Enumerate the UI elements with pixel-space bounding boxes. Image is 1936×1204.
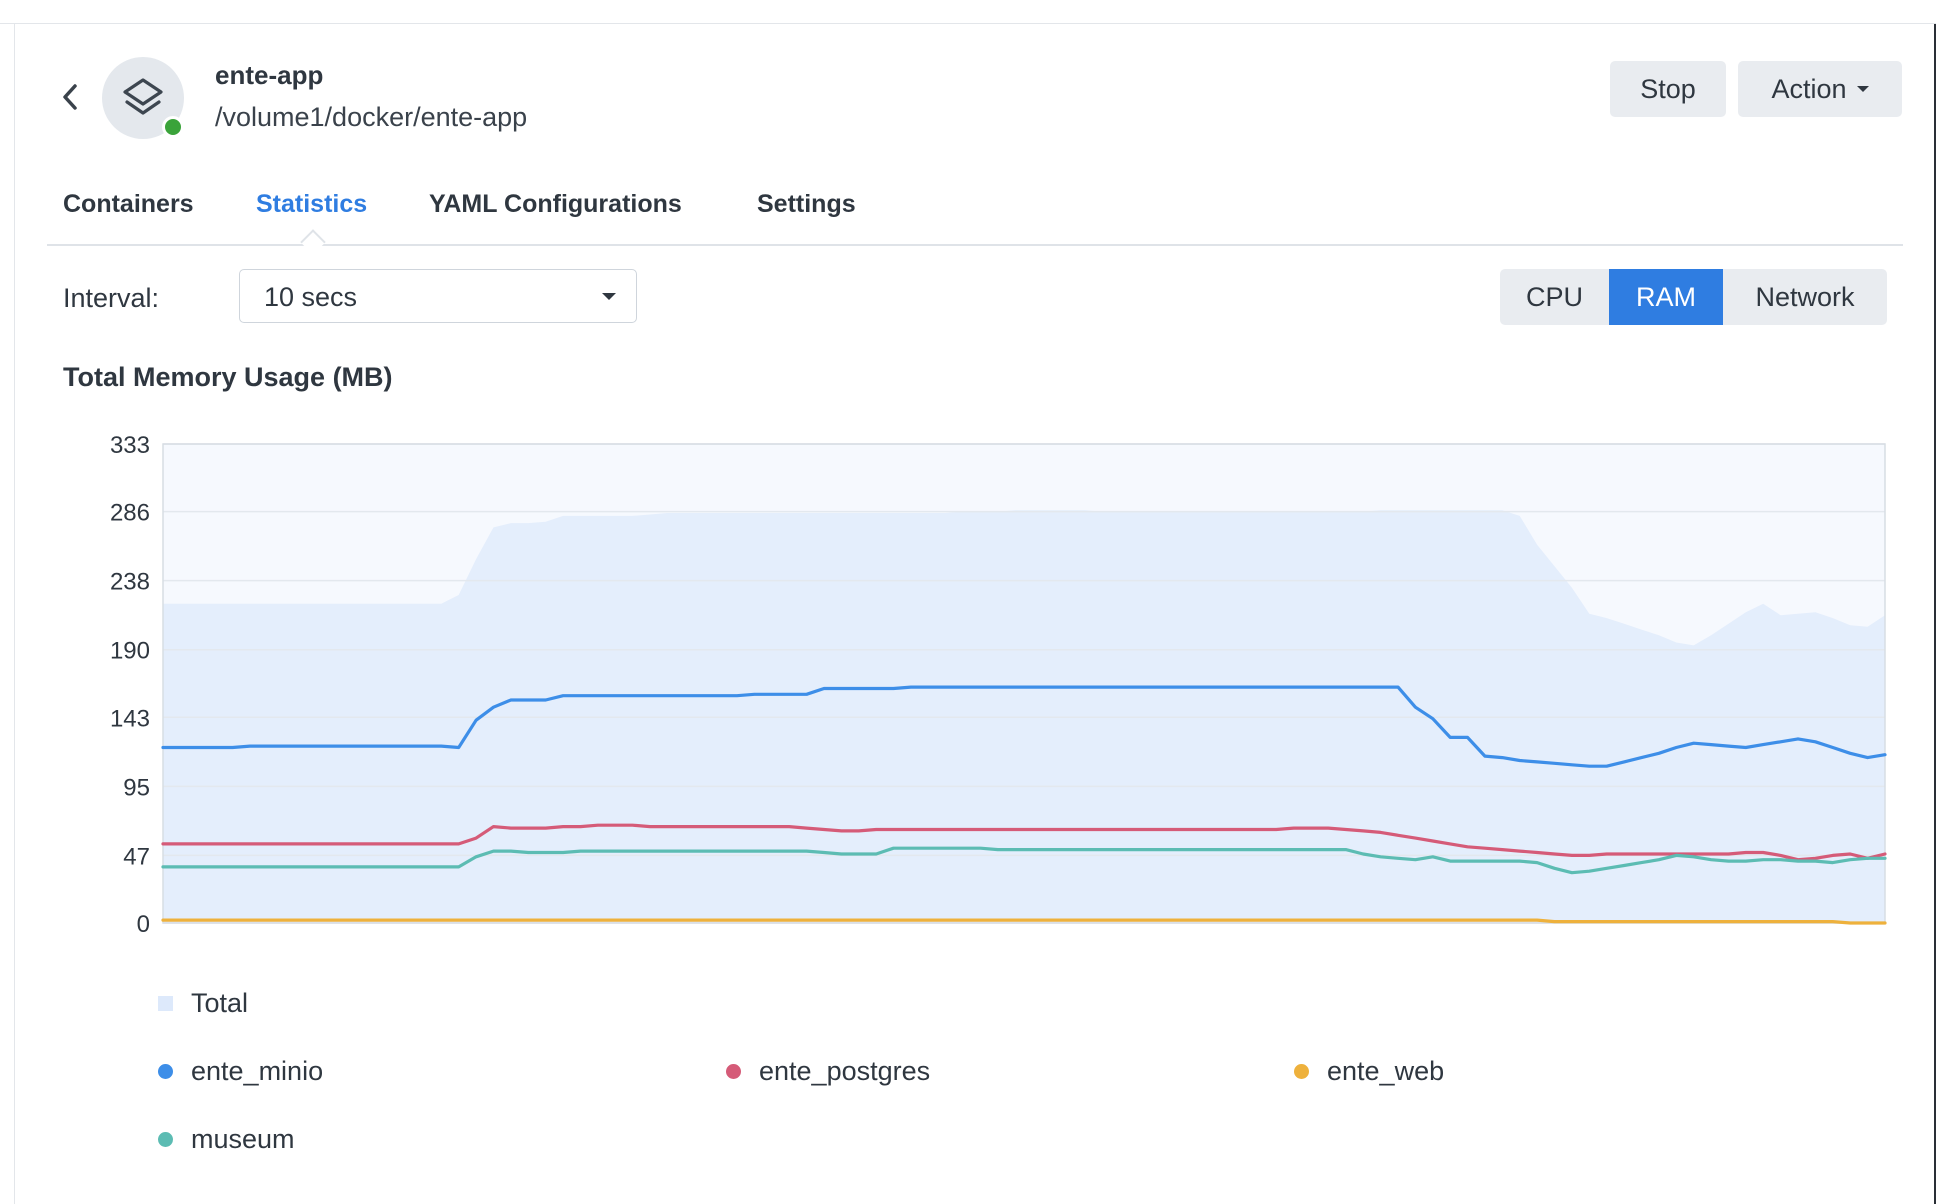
plot-border <box>162 443 1886 924</box>
interval-label: Interval: <box>63 283 160 313</box>
series-ente-web-line <box>161 918 1887 925</box>
legend-museum-label: museum <box>191 1124 295 1154</box>
left-divider <box>14 24 15 1204</box>
back-button[interactable] <box>56 80 84 114</box>
legend-total-swatch <box>158 996 173 1011</box>
series-ente-minio-line <box>161 685 1887 768</box>
plot-area <box>163 444 1885 923</box>
chevron-left-icon <box>63 84 77 110</box>
tab-bar: Containers Statistics YAML Configuration… <box>47 190 1903 246</box>
tab-yaml-configurations[interactable]: YAML Configurations <box>429 190 682 218</box>
action-button-label: Action <box>1771 73 1847 104</box>
tab-statistics[interactable]: Statistics <box>256 190 368 218</box>
action-button[interactable]: Action <box>1738 61 1902 117</box>
stop-button[interactable]: Stop <box>1610 61 1726 117</box>
legend-ente-postgres[interactable]: ente_postgres <box>726 1056 930 1087</box>
series-museum-line <box>161 846 1887 875</box>
series-ente-postgres-line <box>161 823 1887 862</box>
interval-value: 10 secs <box>264 282 358 312</box>
y-tick-label: 190 <box>110 638 150 665</box>
legend-ente-minio[interactable]: ente_minio <box>158 1056 323 1087</box>
y-tick-label: 143 <box>110 705 150 732</box>
legend-museum[interactable]: museum <box>158 1124 295 1155</box>
dropdown-arrow-icon <box>602 293 616 300</box>
caret-down-icon <box>1856 86 1869 92</box>
y-tick-label: 95 <box>123 774 150 801</box>
legend-museum-dot <box>158 1132 173 1147</box>
y-tick-label: 286 <box>110 500 150 527</box>
stop-button-label: Stop <box>1640 73 1696 104</box>
legend-ente-web[interactable]: ente_web <box>1294 1056 1444 1087</box>
legend-total[interactable]: Total <box>158 988 248 1019</box>
tab-containers[interactable]: Containers <box>63 190 194 218</box>
status-indicator <box>162 116 184 138</box>
metric-ram-button[interactable]: RAM <box>1609 269 1723 325</box>
series-total-area <box>163 510 1885 923</box>
metric-network-button[interactable]: Network <box>1723 269 1887 325</box>
legend-ente-minio-dot <box>158 1064 173 1079</box>
legend-ente-web-label: ente_web <box>1327 1056 1445 1086</box>
metric-toggle: CPU RAM Network <box>1500 269 1887 325</box>
app-path: /volume1/docker/ente-app <box>215 102 528 132</box>
legend-ente-web-dot <box>1294 1064 1309 1079</box>
legend-total-label: Total <box>191 988 249 1018</box>
y-tick-label: 333 <box>110 432 150 459</box>
legend-ente-minio-label: ente_minio <box>191 1056 324 1086</box>
top-divider <box>0 23 1936 24</box>
layers-icon <box>123 78 163 115</box>
legend-ente-postgres-label: ente_postgres <box>759 1056 931 1086</box>
metric-cpu-button[interactable]: CPU <box>1500 269 1609 325</box>
y-tick-label: 47 <box>123 843 150 870</box>
chart-title: Total Memory Usage (MB) <box>63 362 393 392</box>
app-title: ente-app <box>215 60 324 90</box>
y-tick-label: 0 <box>137 911 150 938</box>
right-edge <box>1934 24 1936 1204</box>
tab-settings[interactable]: Settings <box>757 190 856 218</box>
interval-select[interactable]: 10 secs <box>239 269 637 323</box>
legend-ente-postgres-dot <box>726 1064 741 1079</box>
y-tick-label: 238 <box>110 569 150 596</box>
